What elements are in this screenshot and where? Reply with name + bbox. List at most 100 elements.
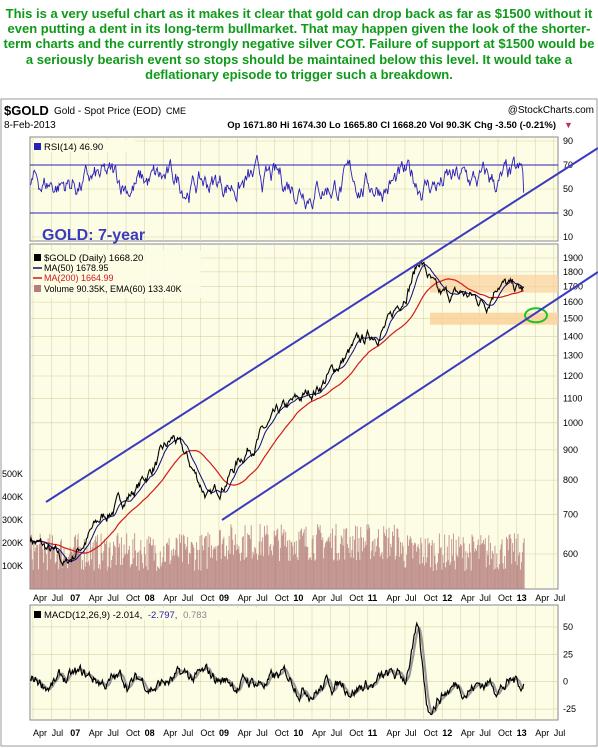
- volume-bar: [265, 533, 267, 589]
- price-tick-label: 1500: [563, 314, 583, 324]
- volume-bar: [317, 524, 318, 589]
- x-tick-label: Jul: [331, 593, 343, 603]
- volume-bar: [515, 538, 517, 589]
- volume-bar: [386, 558, 388, 589]
- macd-legend-main: MACD(12,26,9) -2.014,: [44, 610, 142, 621]
- x-tick-label: Jul: [182, 728, 194, 738]
- volume-bar: [472, 536, 474, 589]
- volume-bar: [241, 552, 242, 589]
- volume-bar: [451, 539, 453, 589]
- volume-bar: [97, 534, 99, 589]
- volume-bar: [473, 541, 475, 589]
- x-tick-label: Apr: [386, 593, 400, 603]
- volume-bar: [319, 525, 321, 589]
- rsi-line: [30, 154, 525, 210]
- volume-bar: [220, 559, 222, 589]
- volume-bar: [366, 524, 368, 589]
- volume-bar: [407, 545, 409, 589]
- volume-bar: [454, 569, 456, 589]
- volume-bar: [346, 527, 348, 589]
- rsi-axis: 10 30 50 70 90: [563, 136, 573, 242]
- volume-bar: [242, 536, 244, 589]
- x-tick-label: 08: [145, 593, 155, 603]
- x-tick-label: Apr: [238, 593, 252, 603]
- volume-bar: [147, 570, 149, 589]
- volume-bar: [353, 557, 355, 589]
- x-tick-label: Jul: [479, 728, 491, 738]
- volume-bar: [493, 569, 495, 589]
- volume-bar: [139, 550, 141, 589]
- volume-bar: [144, 554, 146, 589]
- volume-bar: [333, 559, 335, 589]
- volume-bar: [337, 560, 339, 589]
- volume-bar: [357, 551, 359, 589]
- volume-bar: [417, 544, 419, 589]
- volume-bar: [288, 539, 290, 589]
- x-tick-label: Apr: [461, 593, 475, 603]
- symbol-label: $GOLD: [4, 103, 49, 118]
- volume-bar: [496, 553, 498, 589]
- volume-bar: [135, 566, 137, 589]
- volume-bar: [334, 535, 336, 589]
- volume-bar: [175, 537, 177, 589]
- volume-bar: [518, 555, 520, 589]
- volume-bar: [256, 559, 258, 589]
- volume-bar: [438, 533, 440, 589]
- volume-bar: [342, 545, 344, 589]
- macd-axis: -25 0 25 50: [563, 622, 576, 714]
- volume-bar: [236, 544, 238, 589]
- volume-bar: [426, 557, 428, 589]
- volume-bar: [69, 546, 71, 589]
- volume-bar: [286, 547, 288, 589]
- volume-bar: [449, 564, 451, 589]
- volume-bar: [348, 553, 350, 589]
- volume-bar: [90, 542, 91, 589]
- volume-bar: [483, 539, 484, 589]
- volume-bar: [94, 539, 96, 589]
- volume-bar: [339, 544, 341, 589]
- volume-bar: [356, 526, 358, 589]
- volume-bar: [424, 538, 426, 589]
- volume-tick-label: 100K: [2, 561, 23, 571]
- volume-bar: [208, 547, 210, 589]
- volume-bar: [65, 558, 67, 589]
- price-tick-label: 1800: [563, 267, 583, 277]
- date-label: 8-Feb-2013: [4, 120, 56, 131]
- volume-bar: [448, 535, 450, 589]
- volume-bar: [80, 547, 82, 589]
- volume-bar: [136, 552, 138, 589]
- volume-bar: [516, 565, 518, 589]
- volume-bar: [239, 553, 241, 589]
- volume-bar: [245, 557, 247, 589]
- price-tick-label: 800: [563, 475, 578, 485]
- volume-bar: [197, 569, 199, 589]
- volume-bar: [257, 555, 259, 589]
- volume-bar: [361, 537, 363, 589]
- volume-bar: [258, 541, 260, 589]
- volume-bar: [306, 546, 308, 589]
- volume-bar: [520, 569, 522, 589]
- volume-bar: [134, 533, 136, 589]
- ohlc-label: Op 1671.80 Hi 1674.30 Lo 1665.80 Cl 1668…: [227, 120, 556, 131]
- macd-legend-hist: 0.783: [183, 610, 207, 621]
- volume-bar: [89, 565, 91, 589]
- volume-bar: [423, 556, 424, 589]
- volume-bar: [501, 539, 503, 589]
- volume-bar: [127, 553, 129, 589]
- volume-bar: [254, 547, 256, 589]
- volume-tick-label: 500K: [2, 469, 23, 479]
- volume-bar: [487, 555, 489, 589]
- volume-bar: [517, 533, 519, 589]
- volume-bar: [146, 539, 148, 589]
- macd-tick-label: 25: [563, 649, 573, 659]
- volume-bar: [128, 545, 130, 589]
- rsi-tick-label: 10: [563, 232, 573, 242]
- volume-bar: [31, 559, 33, 589]
- volume-bar: [275, 535, 277, 589]
- volume-bar: [231, 527, 233, 589]
- x-tick-label: Jul: [554, 593, 566, 603]
- volume-bar: [93, 570, 95, 589]
- volume-bar: [204, 536, 206, 589]
- volume-bar: [72, 554, 74, 589]
- volume-bar: [209, 534, 211, 589]
